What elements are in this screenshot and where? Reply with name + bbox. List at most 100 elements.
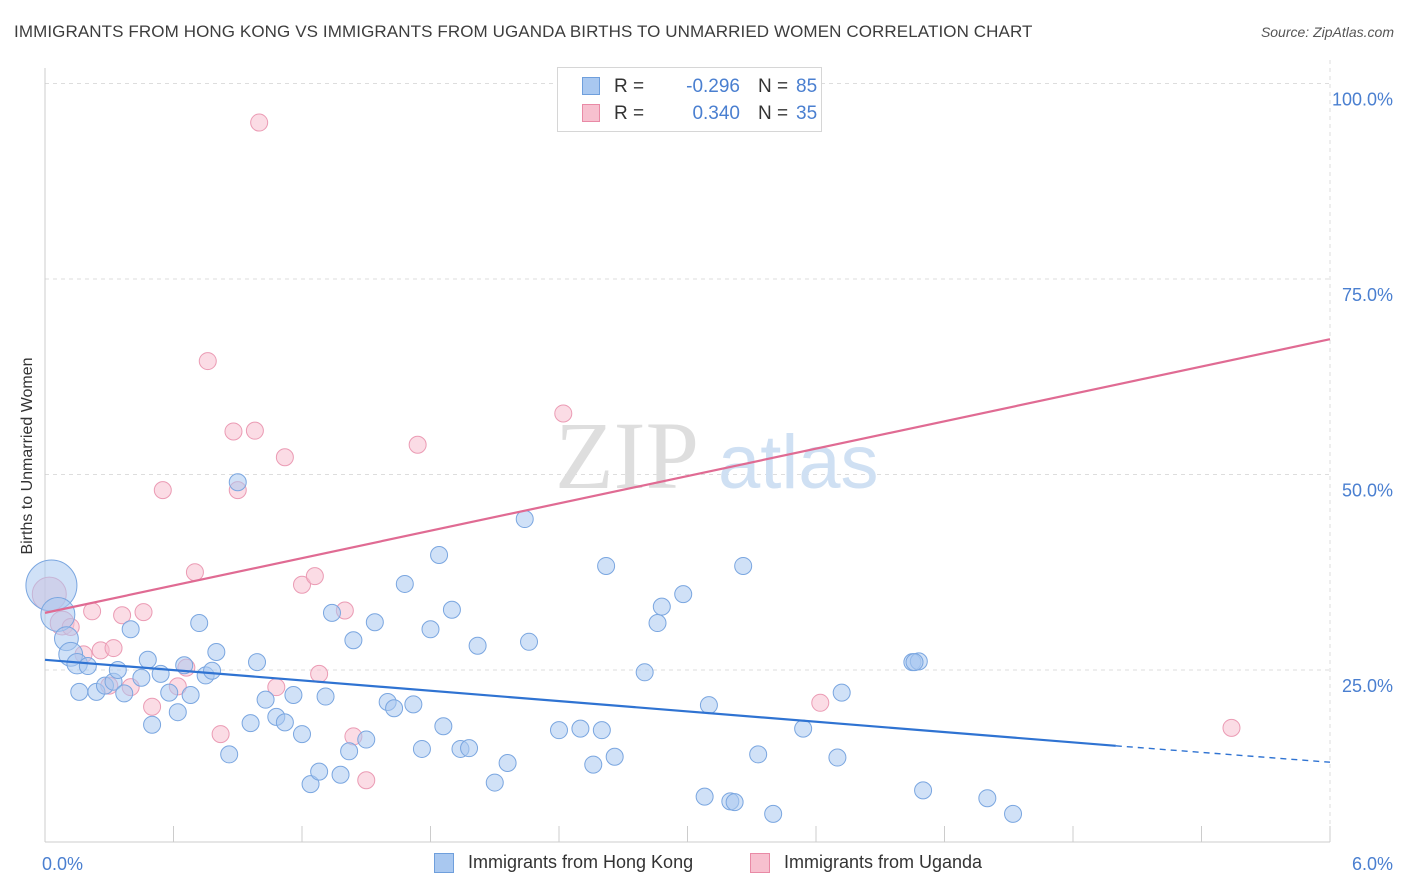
- hong-kong-point: [220, 745, 239, 764]
- uganda-point: [408, 435, 427, 454]
- uganda-point: [211, 725, 230, 744]
- hong-kong-point: [749, 745, 768, 764]
- legend-r-label: R =: [614, 103, 645, 124]
- uganda-point: [113, 606, 132, 625]
- hong-kong-point: [357, 730, 376, 749]
- source-credit: Source: ZipAtlas.com: [1260, 24, 1394, 40]
- hong-kong-point: [648, 614, 667, 633]
- hong-kong-point: [322, 603, 341, 622]
- hong-kong-point: [168, 703, 187, 722]
- legend-r-value: -0.296: [686, 76, 740, 97]
- hong-kong-point: [430, 546, 449, 565]
- uganda-point: [83, 602, 102, 621]
- uganda-point: [275, 448, 294, 467]
- uganda-point: [245, 421, 264, 440]
- x-tick-label: 6.0%: [1352, 854, 1393, 874]
- uganda-point: [357, 771, 376, 790]
- legend-n-value: 35: [796, 103, 818, 124]
- hong-kong-point: [674, 585, 693, 604]
- hong-kong-point: [442, 600, 461, 619]
- correlation-legend: R = -0.296 N = 85 R = 0.340 N = 35: [557, 67, 822, 132]
- hong-kong-point: [421, 620, 440, 639]
- hong-kong-point: [340, 742, 359, 761]
- series-swatch-hong-kong: [434, 853, 454, 873]
- hong-kong-point: [794, 719, 813, 738]
- hong-kong-trend-line: [44, 658, 1116, 747]
- uganda-point: [153, 481, 172, 500]
- hong-kong-point: [404, 695, 423, 714]
- hong-kong-point: [190, 614, 209, 633]
- hong-kong-point: [412, 739, 431, 758]
- legend-n-label: N =: [758, 103, 789, 124]
- hong-kong-point: [256, 690, 275, 709]
- uganda-point: [143, 697, 162, 716]
- hong-kong-point: [316, 687, 335, 706]
- hong-kong-point: [468, 636, 487, 655]
- axes: [44, 68, 1331, 843]
- legend-n-value: 85: [796, 76, 818, 97]
- uganda-point: [293, 575, 311, 594]
- uganda-trend-line: [44, 338, 1331, 614]
- hong-kong-point: [203, 661, 222, 680]
- hong-kong-point: [132, 668, 151, 687]
- uganda-point: [305, 567, 324, 586]
- hong-kong-point: [460, 739, 479, 758]
- uganda-point: [310, 664, 329, 683]
- hong-kong-point: [832, 683, 851, 702]
- hong-kong-point: [241, 714, 260, 733]
- watermark-zip: ZIP: [555, 402, 699, 509]
- hong-kong-point: [365, 613, 384, 632]
- hong-kong-point: [284, 685, 303, 704]
- hong-kong-point: [485, 773, 504, 792]
- tick-labels: 25.0% 50.0% 75.0% 100.0% 0.0% 6.0%: [42, 89, 1393, 874]
- hong-kong-point: [301, 775, 320, 794]
- watermark-atlas: atlas: [718, 420, 879, 505]
- hong-kong-point: [78, 657, 97, 676]
- watermark: ZIP atlas: [555, 402, 879, 509]
- hong-kong-point: [605, 747, 624, 766]
- hong-kong-point: [293, 725, 311, 744]
- hong-kong-point: [331, 765, 350, 784]
- hong-kong-point: [597, 556, 616, 575]
- y-tick-label: 100.0%: [1332, 89, 1393, 109]
- uganda-point: [185, 563, 204, 582]
- hong-kong-point: [115, 684, 134, 703]
- uganda-point: [224, 422, 243, 441]
- y-tick-label: 25.0%: [1342, 676, 1393, 696]
- hong-kong-point: [175, 656, 194, 675]
- legend-r-label: R =: [614, 76, 645, 97]
- hong-kong-point: [434, 717, 453, 736]
- hong-kong-point: [228, 473, 247, 492]
- hong-kong-point: [395, 574, 414, 593]
- hong-kong-trend-extension: [1115, 745, 1331, 763]
- hong-kong-point: [344, 631, 363, 650]
- hong-kong-point: [905, 653, 924, 672]
- hong-kong-point: [828, 748, 847, 767]
- y-tick-label: 75.0%: [1342, 285, 1393, 305]
- hong-kong-point: [734, 556, 753, 575]
- hong-kong-point: [635, 663, 654, 682]
- y-tick-label: 50.0%: [1342, 480, 1393, 500]
- legend-swatch-uganda: [582, 104, 600, 122]
- uganda-point: [104, 639, 123, 658]
- chart-title: IMMIGRANTS FROM HONG KONG VS IMMIGRANTS …: [14, 22, 1033, 41]
- legend-r-value: 0.340: [692, 103, 740, 124]
- hong-kong-point: [550, 721, 568, 740]
- hong-kong-point: [978, 789, 997, 808]
- series-label-hong-kong: Immigrants from Hong Kong: [468, 852, 694, 872]
- hong-kong-point: [652, 597, 671, 616]
- hong-kong-point: [160, 683, 179, 702]
- hong-kong-point: [121, 620, 140, 639]
- hong-kong-point: [520, 632, 539, 651]
- hong-kong-point: [764, 804, 783, 823]
- hong-kong-point: [275, 713, 294, 732]
- hong-kong-point: [498, 754, 517, 773]
- hong-kong-point: [725, 793, 744, 812]
- hong-kong-point: [695, 787, 714, 806]
- uganda-point: [250, 113, 269, 132]
- hong-kong-point: [571, 719, 590, 738]
- legend-n-label: N =: [758, 76, 789, 97]
- series-swatch-uganda: [750, 853, 770, 873]
- hong-kong-point: [70, 682, 89, 701]
